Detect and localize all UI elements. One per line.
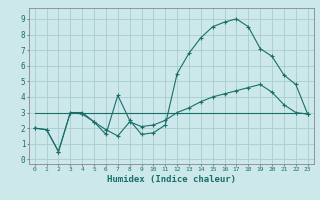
X-axis label: Humidex (Indice chaleur): Humidex (Indice chaleur) bbox=[107, 175, 236, 184]
